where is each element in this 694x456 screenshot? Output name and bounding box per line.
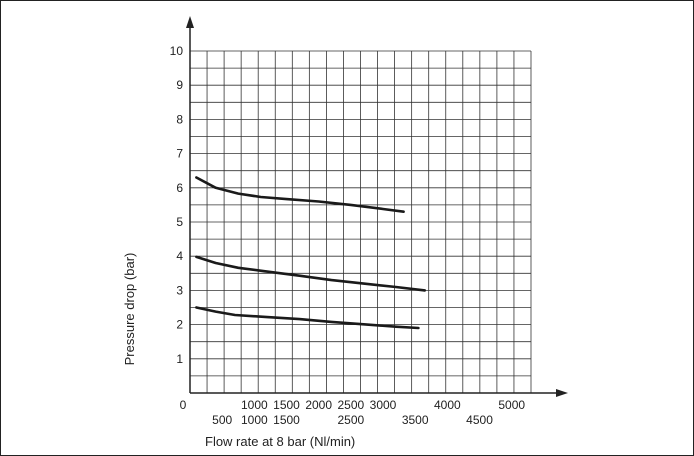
- y-tick-label: 9: [176, 78, 183, 92]
- y-tick-label: 8: [176, 112, 183, 126]
- x-tick-label-lower: 3500: [402, 413, 429, 427]
- grid: [189, 50, 532, 394]
- x-tick-label-upper: 3000: [370, 398, 397, 412]
- x-tick-label-upper: 5000: [498, 398, 525, 412]
- x-tick-label-origin: 0: [180, 398, 187, 412]
- tick-labels: 1 2 3 4 5 6 7 8 9 10 0 1000 1500 2000 2500 3000 4000 5000…: [170, 44, 526, 427]
- x-tick-label-upper: 1000: [241, 398, 268, 412]
- y-tick-label: 7: [176, 147, 183, 161]
- y-tick-label: 10: [170, 44, 184, 58]
- x-tick-label-upper: 2500: [337, 398, 364, 412]
- y-axis-arrow: [186, 16, 194, 28]
- x-tick-label-lower: 1000: [241, 413, 268, 427]
- y-tick-label: 1: [176, 352, 183, 366]
- y-tick-label: 5: [176, 215, 183, 229]
- x-axis-label: Flow rate at 8 bar (Nl/min): [205, 434, 355, 449]
- series-lines: [195, 176, 427, 330]
- x-tick-label-upper: 2000: [305, 398, 332, 412]
- x-tick-label-lower: 2500: [337, 413, 364, 427]
- x-tick-label-lower: 1500: [273, 413, 300, 427]
- series-line-1: [195, 176, 405, 213]
- y-axis-label: Pressure drop (bar): [122, 253, 137, 366]
- x-tick-label-lower: 4500: [466, 413, 493, 427]
- series-line-2: [195, 255, 427, 292]
- axes: [186, 16, 568, 397]
- series-line-3: [195, 306, 420, 330]
- x-tick-label-upper: 1500: [273, 398, 300, 412]
- x-tick-label-upper: 4000: [434, 398, 461, 412]
- y-tick-label: 6: [176, 181, 183, 195]
- y-tick-label: 2: [176, 318, 183, 332]
- y-tick-label: 4: [176, 249, 183, 263]
- y-tick-label: 3: [176, 283, 183, 297]
- x-axis-arrow: [556, 389, 568, 397]
- x-tick-label-lower: 500: [212, 413, 232, 427]
